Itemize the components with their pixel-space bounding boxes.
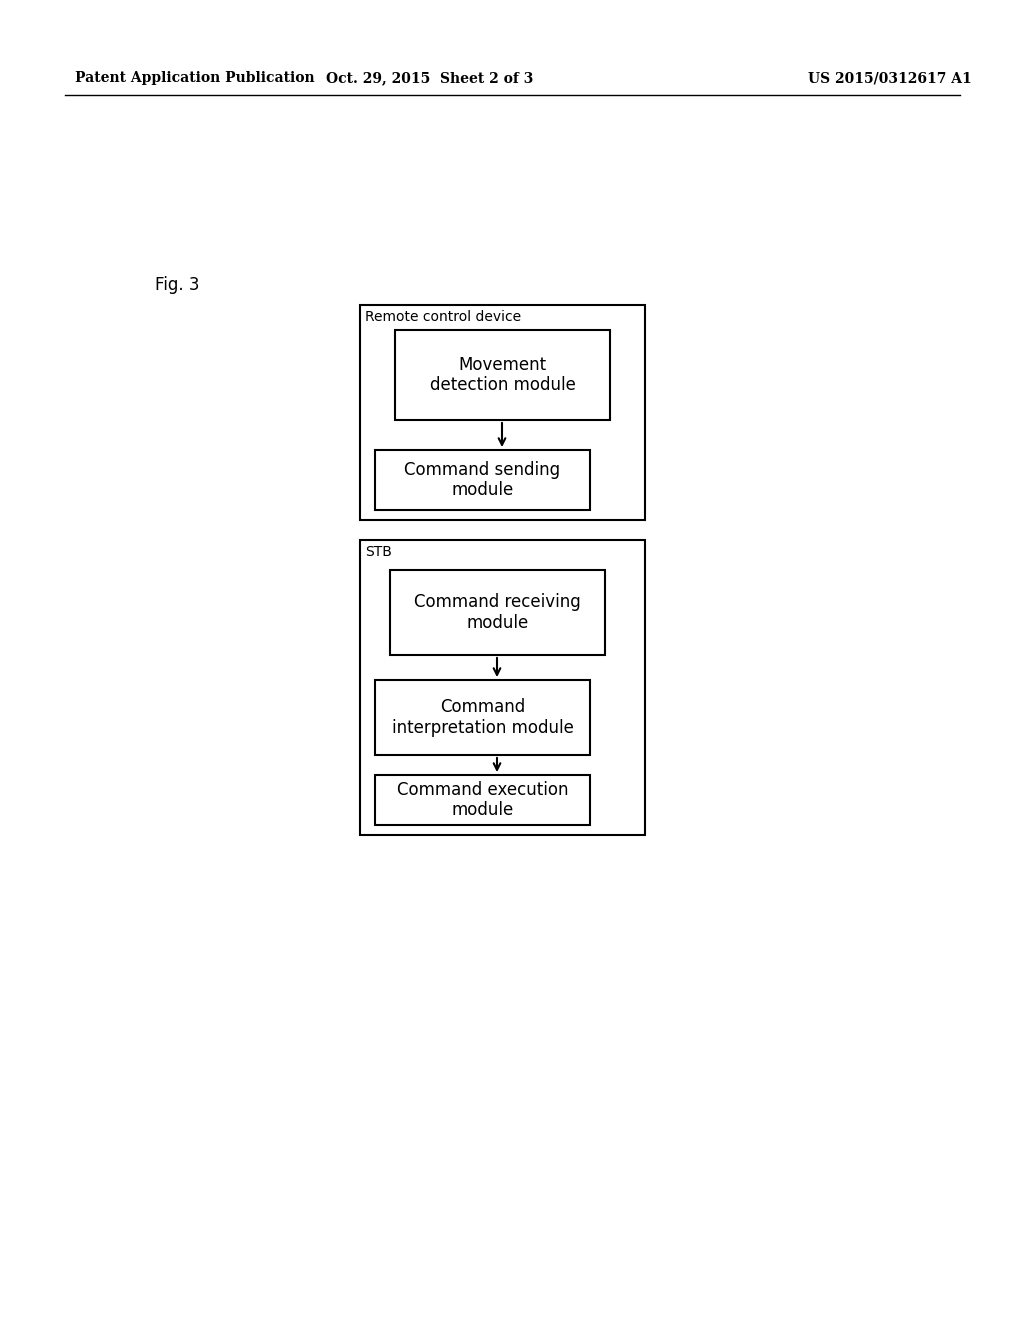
Text: Fig. 3: Fig. 3 — [155, 276, 200, 294]
Bar — [390, 570, 605, 655]
Text: Command receiving
module: Command receiving module — [414, 593, 581, 632]
Bar — [395, 330, 610, 420]
Text: Command sending
module: Command sending module — [404, 461, 560, 499]
Text: Patent Application Publication: Patent Application Publication — [75, 71, 314, 84]
Text: US 2015/0312617 A1: US 2015/0312617 A1 — [808, 71, 972, 84]
Text: Remote control device: Remote control device — [365, 310, 521, 323]
Bar — [360, 305, 645, 520]
Text: Command execution
module: Command execution module — [396, 780, 568, 820]
Bar — [375, 775, 590, 825]
Text: Movement
detection module: Movement detection module — [429, 355, 575, 395]
Bar — [375, 450, 590, 510]
Text: Command
interpretation module: Command interpretation module — [391, 698, 573, 737]
Bar — [360, 540, 645, 836]
Text: STB: STB — [365, 545, 392, 558]
Text: Oct. 29, 2015  Sheet 2 of 3: Oct. 29, 2015 Sheet 2 of 3 — [327, 71, 534, 84]
Bar — [375, 680, 590, 755]
